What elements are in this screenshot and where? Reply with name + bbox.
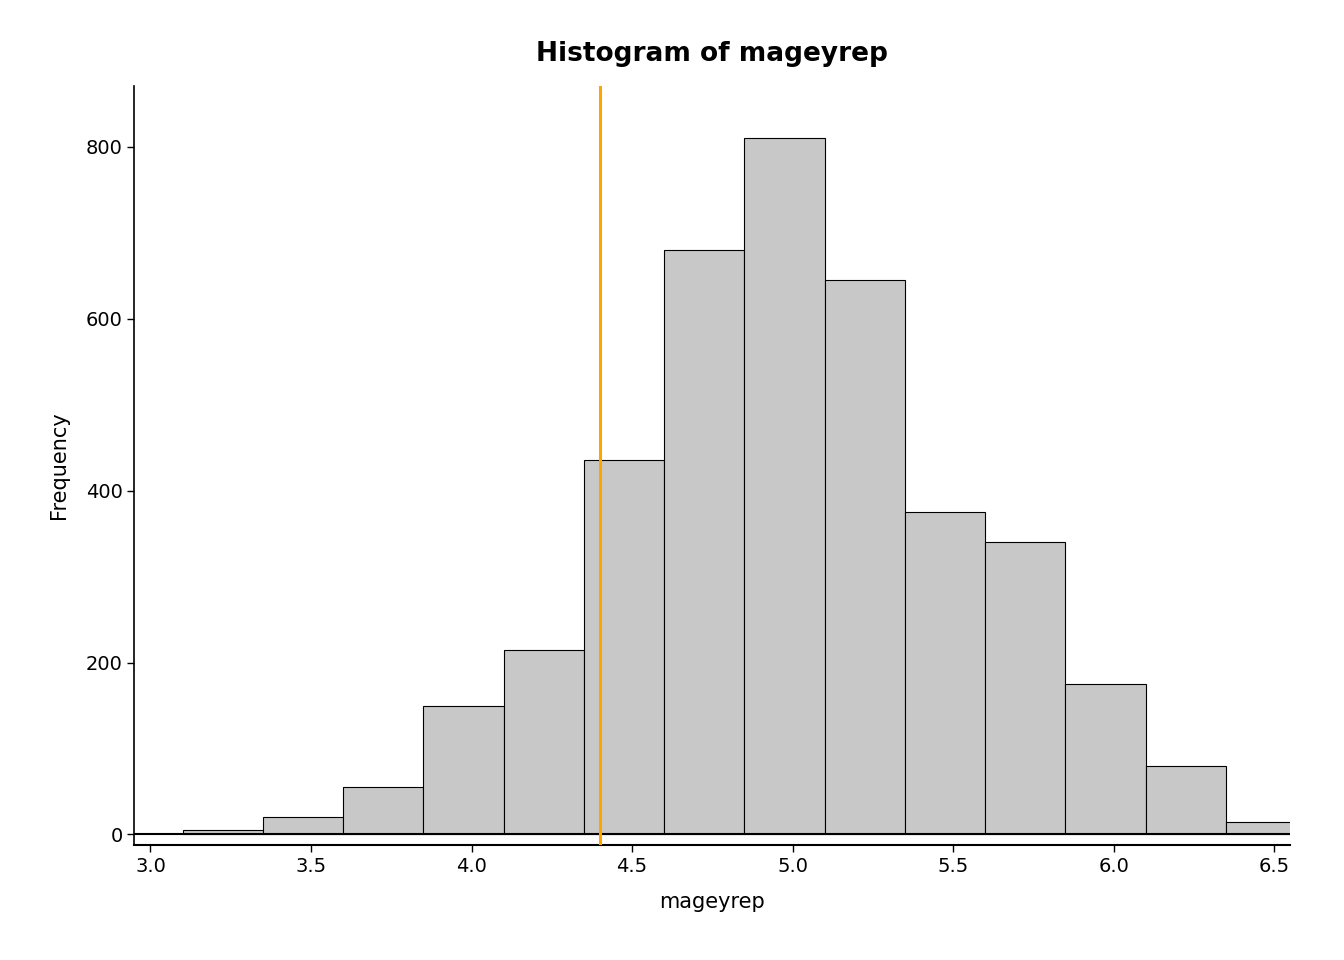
Bar bbox=[825, 280, 905, 834]
Bar bbox=[504, 650, 583, 834]
Y-axis label: Frequency: Frequency bbox=[48, 412, 69, 519]
Bar bbox=[1066, 684, 1145, 834]
Bar bbox=[183, 830, 263, 834]
Bar bbox=[1145, 766, 1226, 834]
Bar bbox=[263, 817, 343, 834]
Bar bbox=[343, 787, 423, 834]
Bar bbox=[664, 250, 745, 834]
Bar bbox=[745, 138, 825, 834]
Bar bbox=[985, 542, 1066, 834]
X-axis label: mageyrep: mageyrep bbox=[660, 892, 765, 912]
Bar bbox=[583, 461, 664, 834]
Title: Histogram of mageyrep: Histogram of mageyrep bbox=[536, 41, 888, 67]
Bar bbox=[423, 706, 504, 834]
Bar bbox=[1226, 822, 1306, 834]
Bar bbox=[905, 512, 985, 834]
